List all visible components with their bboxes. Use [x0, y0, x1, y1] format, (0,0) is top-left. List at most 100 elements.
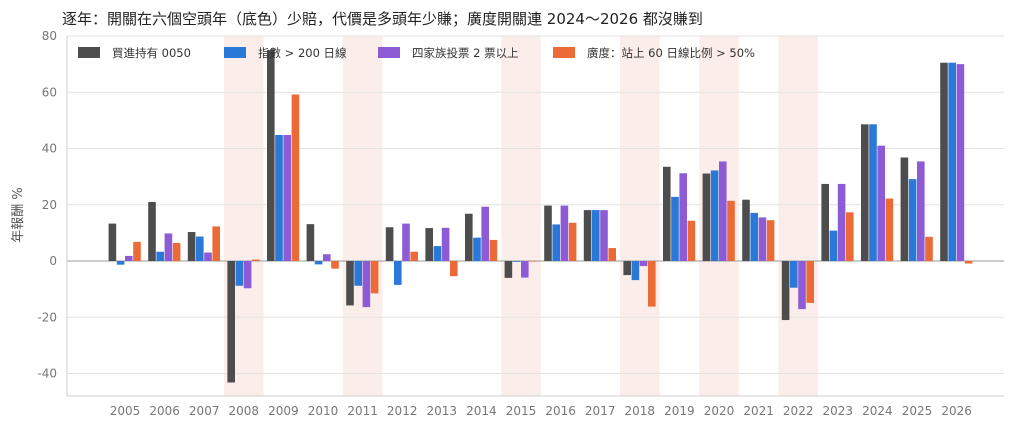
bar-2014-s2: [473, 237, 481, 261]
bar-2022-s2: [790, 261, 798, 288]
bar-2005-s4: [133, 241, 141, 261]
bar-2010-s2: [314, 261, 323, 265]
bar-2006-s4: [172, 243, 181, 261]
bar-2026-s2: [948, 62, 956, 261]
bar-2012-s1: [385, 227, 394, 261]
x-tick-label: 2024: [862, 404, 893, 418]
bar-2005-s3: [125, 255, 133, 261]
shade-band-2022: [778, 36, 818, 396]
y-tick-label: -20: [37, 310, 57, 324]
bar-2013-s4: [450, 261, 458, 277]
plot-area: -40 -20 0 20 40 60 80 2005 2006 2007 2008 2009 2010 2…: [37, 29, 1004, 418]
legend-item-4: 廣度：站上 60 日線比例 > 50%: [553, 46, 755, 60]
bar-2019-s3: [679, 173, 687, 261]
bar-2023-s1: [821, 183, 829, 261]
bar-2025-s2: [908, 179, 917, 261]
legend-swatch: [224, 47, 246, 58]
bar-2014-s3: [481, 206, 489, 261]
bar-2026-s3: [956, 64, 965, 261]
bar-2016-s1: [544, 205, 552, 261]
bar-2024-s3: [877, 145, 885, 261]
bar-2007-s2: [196, 236, 204, 261]
bar-2017-s3: [600, 210, 608, 261]
bar-2007-s3: [204, 252, 212, 261]
bar-2011-s2: [354, 261, 362, 286]
x-tick-label: 2020: [704, 404, 735, 418]
bar-2012-s3: [402, 223, 410, 261]
bar-2024-s4: [885, 198, 894, 261]
y-tick-label: 80: [42, 29, 57, 43]
x-tick-label: 2006: [149, 404, 180, 418]
bar-2019-s1: [663, 166, 671, 261]
bar-2011-s1: [346, 261, 354, 306]
bar-2026-s4: [964, 261, 973, 264]
bar-2009-s2: [275, 135, 283, 261]
y-tick-label: -40: [37, 367, 57, 381]
legend-label: 四家族投票 2 票以上: [412, 46, 519, 60]
bar-2013-s3: [441, 227, 450, 261]
bar-2010-s3: [323, 254, 331, 261]
bar-2017-s1: [583, 210, 592, 261]
bar-2023-s2: [829, 230, 838, 261]
bar-2019-s2: [671, 196, 679, 261]
bar-2009-s3: [283, 135, 291, 261]
legend-swatch: [78, 47, 100, 58]
y-tick-label: 40: [42, 142, 57, 156]
bar-2021-s1: [742, 199, 750, 261]
bar-2010-s4: [331, 261, 339, 269]
x-tick-label: 2021: [743, 404, 774, 418]
bar-2016-s3: [560, 205, 569, 261]
x-tick-label: 2022: [783, 404, 814, 418]
bar-2026-s1: [940, 62, 948, 261]
bar-2016-s4: [568, 222, 577, 261]
bar-2020-s3: [719, 161, 727, 261]
x-tick-label: 2009: [268, 404, 299, 418]
bar-2023-s3: [837, 183, 846, 261]
bar-2008-s3: [243, 261, 252, 289]
legend-label: 指數 > 200 日線: [258, 46, 347, 60]
x-tick-label: 2016: [545, 404, 576, 418]
x-tick-label: 2008: [229, 404, 260, 418]
legend-item-1: 買進持有 0050: [78, 46, 191, 60]
shade-band-2011: [342, 36, 383, 396]
bar-2005-s1: [108, 223, 117, 261]
x-tick-label: 2013: [427, 404, 458, 418]
bar-2019-s4: [687, 220, 696, 261]
x-tick-label: 2012: [387, 404, 418, 418]
x-tick-label: 2023: [823, 404, 854, 418]
bar-2010-s1: [306, 224, 315, 261]
y-tick-label: 0: [49, 254, 57, 268]
x-tick-label: 2007: [189, 404, 220, 418]
bar-2014-s4: [489, 239, 498, 261]
bar-2008-s2: [235, 261, 244, 286]
bar-2021-s2: [750, 212, 758, 261]
bar-2006-s1: [148, 201, 156, 261]
bar-2025-s4: [925, 236, 933, 261]
y-tick-label: 20: [42, 198, 57, 212]
shade-band-2018: [620, 36, 660, 396]
legend-item-3: 四家族投票 2 票以上: [378, 46, 519, 60]
legend-swatch: [553, 47, 575, 58]
legend-label: 買進持有 0050: [112, 46, 191, 60]
bar-2008-s4: [252, 259, 260, 261]
bar-2009-s1: [267, 50, 275, 261]
legend-item-2: 指數 > 200 日線: [224, 46, 347, 60]
bar-2013-s1: [425, 228, 433, 261]
bar-2022-s3: [798, 261, 806, 310]
bar-2022-s4: [806, 261, 814, 303]
x-tick-label: 2026: [941, 404, 972, 418]
bar-2007-s4: [212, 226, 220, 261]
bar-2024-s2: [869, 124, 877, 261]
bar-2009-s4: [291, 94, 300, 261]
bar-2018-s3: [639, 261, 648, 267]
bar-2022-s1: [781, 261, 790, 321]
bar-2015-s3: [521, 261, 529, 278]
legend-label: 廣度：站上 60 日線比例 > 50%: [587, 46, 755, 60]
x-tick-label: 2025: [902, 404, 933, 418]
bar-2025-s1: [900, 157, 909, 261]
legend-swatch: [378, 47, 400, 58]
bar-2024-s1: [861, 124, 869, 261]
bar-2015-s4: [529, 261, 537, 262]
bar-2020-s2: [710, 170, 719, 261]
